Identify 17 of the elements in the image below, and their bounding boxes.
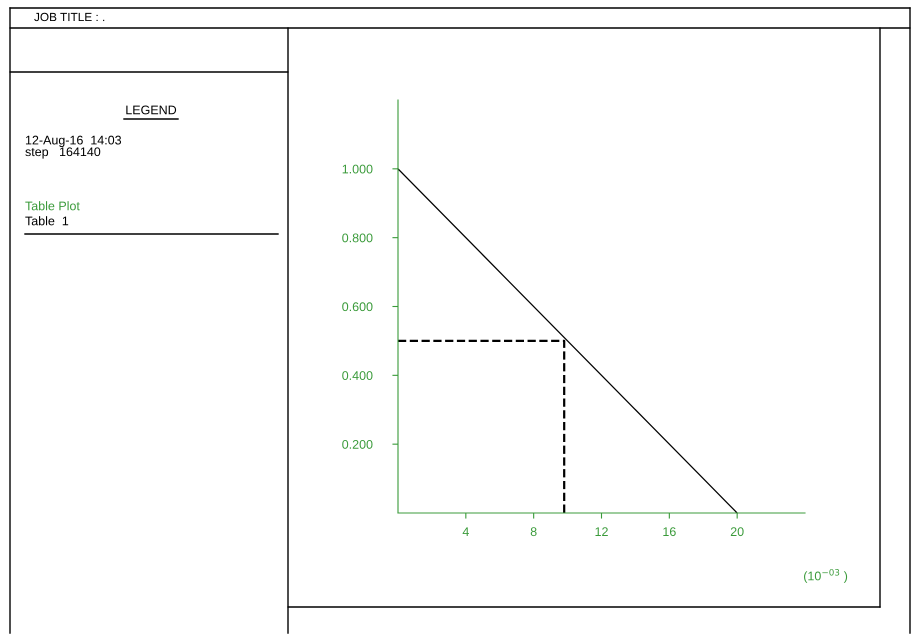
text: 12-Aug-16 14:03 step 164140 — [25, 136, 122, 159]
x-tick-label: 12 — [596, 527, 608, 536]
y-tick-label: 1.000 — [342, 164, 373, 174]
line-series — [397, 168, 738, 514]
y-tick-label: 0.400 — [342, 371, 373, 380]
y-tick-label: 0.200 — [342, 440, 373, 449]
x-tick-label: 4 — [462, 527, 469, 536]
caption: Table 1 — [25, 216, 68, 226]
y-tick-label: 0.600 — [342, 302, 373, 312]
x-tick-label: 16 — [663, 527, 676, 536]
x-tick-label: 8 — [530, 527, 537, 536]
x-axis-title: (10$^{−03}$ ) — [804, 569, 848, 583]
text: Table Plot — [25, 201, 80, 210]
y-tick-label: 0.800 — [342, 233, 373, 242]
text: LEGEND — [126, 106, 176, 114]
x-tick-label: 20 — [730, 527, 744, 536]
text: JOB TITLE : . — [34, 12, 104, 22]
